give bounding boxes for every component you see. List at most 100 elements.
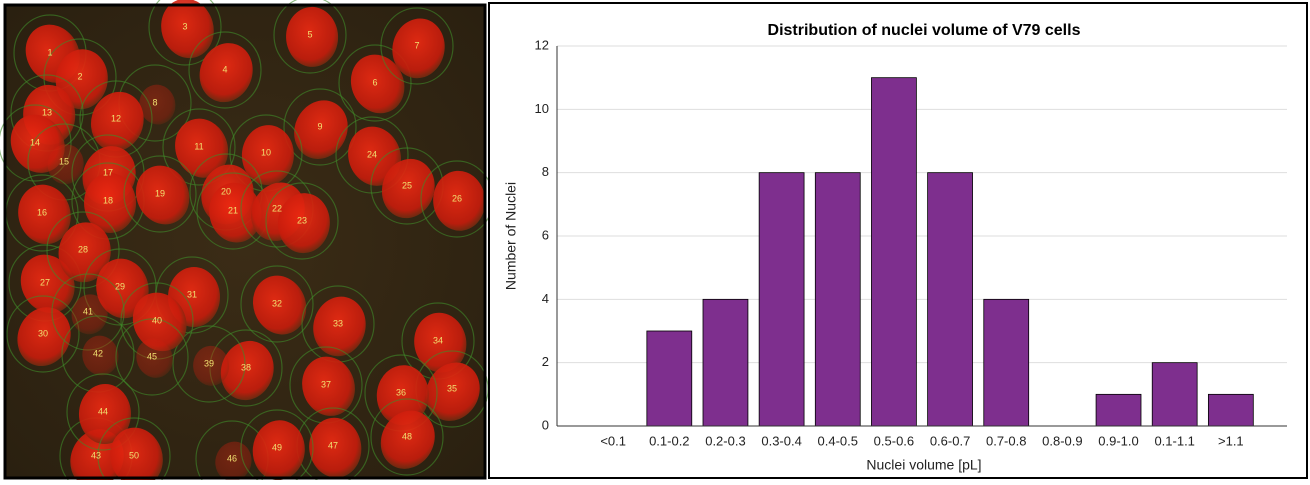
cell-membrane [46,211,120,289]
cell-label: 21 [228,205,238,215]
nucleus [58,222,111,283]
cell-label: 39 [204,358,214,368]
cell-label: 38 [241,362,251,372]
nucleus [425,362,480,421]
nucleus [302,356,355,416]
cell-membrane [6,295,80,373]
cell-label: 35 [447,383,457,393]
bar [927,172,973,427]
nucleus [286,6,339,67]
cell-label: 29 [115,281,125,291]
x-tick-label: 0.8-0.9 [1042,433,1082,448]
cell-membrane [0,104,72,182]
cell-label: 43 [91,450,101,460]
nucleus [47,144,84,185]
cell-label: 28 [78,244,88,254]
nucleus [20,254,75,313]
cell-membrane [283,88,357,166]
cell-label: 45 [147,351,157,361]
cell-label: 3 [182,21,187,31]
y-tick-label: 10 [535,101,549,116]
cell-label: 27 [40,277,50,287]
cell-label: 1 [47,47,52,57]
cell-label: 23 [297,215,307,225]
x-tick-label: 0.7-0.8 [986,433,1026,448]
cell-label: 42 [93,348,103,358]
image-border [3,3,487,480]
cell-label: 22 [272,203,282,213]
cell-label: 12 [111,113,121,123]
x-tick-label: >1.1 [1218,433,1244,448]
cell-membrane [240,265,314,343]
cell-label: 30 [38,328,48,338]
bar [758,172,805,427]
cell-label: 36 [396,387,406,397]
x-axis-label: Nuclei volume [pL] [866,457,981,473]
cell-label: 25 [402,180,412,190]
cell-label: 19 [155,188,165,198]
nucleus [90,91,144,152]
y-axis-label: Number of Nuclei [503,182,519,290]
cell-label: 50 [129,450,139,460]
cell-label: 8 [152,97,157,107]
cell-label: 48 [402,431,412,441]
nucleus [376,365,429,426]
cell-label: 14 [30,137,40,147]
nucleus [161,0,214,59]
nucleus [380,410,435,469]
nucleus [175,118,229,178]
nucleus [84,172,137,233]
cell-label: 34 [433,335,443,345]
cell-label: 6 [372,77,377,87]
nucleus [220,340,274,401]
cell-membrane [97,417,171,485]
chart-title: Distribution of nuclei volume of V79 cel… [768,22,1081,39]
y-tick-label: 8 [542,164,549,179]
x-tick-label: <0.1 [600,433,626,448]
cell-label: 24 [367,149,377,159]
nucleus [96,258,149,319]
nucleus [348,126,401,186]
x-tick-label: 0.4-0.5 [818,433,858,448]
cell-label: 31 [187,289,197,299]
nucleus [309,417,362,478]
cell-label: 10 [261,147,271,157]
nucleus [392,18,445,79]
x-tick-label: 0.1-0.2 [649,433,689,448]
cell-membrane [148,0,222,66]
bar [1151,362,1198,427]
nucleus [199,43,253,103]
nucleus [18,184,71,245]
cell-label: 11 [194,141,203,151]
cell-label: 17 [103,167,113,177]
cell-label: 33 [333,318,343,328]
nucleus [209,182,262,243]
cell-membrane [123,155,197,233]
y-tick-label: 6 [542,227,549,242]
cell-membrane [273,0,347,74]
x-tick-label: 0.1-1.1 [1154,433,1194,448]
cell-label: 47 [328,440,338,450]
nucleus [82,335,119,376]
cell-membrane [380,7,454,85]
x-tick-label: 0.5-0.6 [874,433,914,448]
cell-label: 5 [307,29,312,39]
cell-label: 26 [452,193,462,203]
bar [814,172,861,427]
cell-label: 49 [272,442,282,452]
y-tick-label: 12 [535,37,549,52]
nucleus [136,338,173,378]
nucleus [215,441,252,482]
nucleus [252,275,307,335]
cell-label: 2 [77,71,82,81]
cell-membrane [265,182,339,260]
nucleus [17,307,71,367]
cell-label: 4 [222,64,227,74]
cell-label: 16 [37,207,47,217]
cell-membrane [162,108,236,186]
x-tick-label: 0.2-0.3 [705,433,745,448]
nucleus [71,294,108,335]
nucleus [193,345,230,386]
